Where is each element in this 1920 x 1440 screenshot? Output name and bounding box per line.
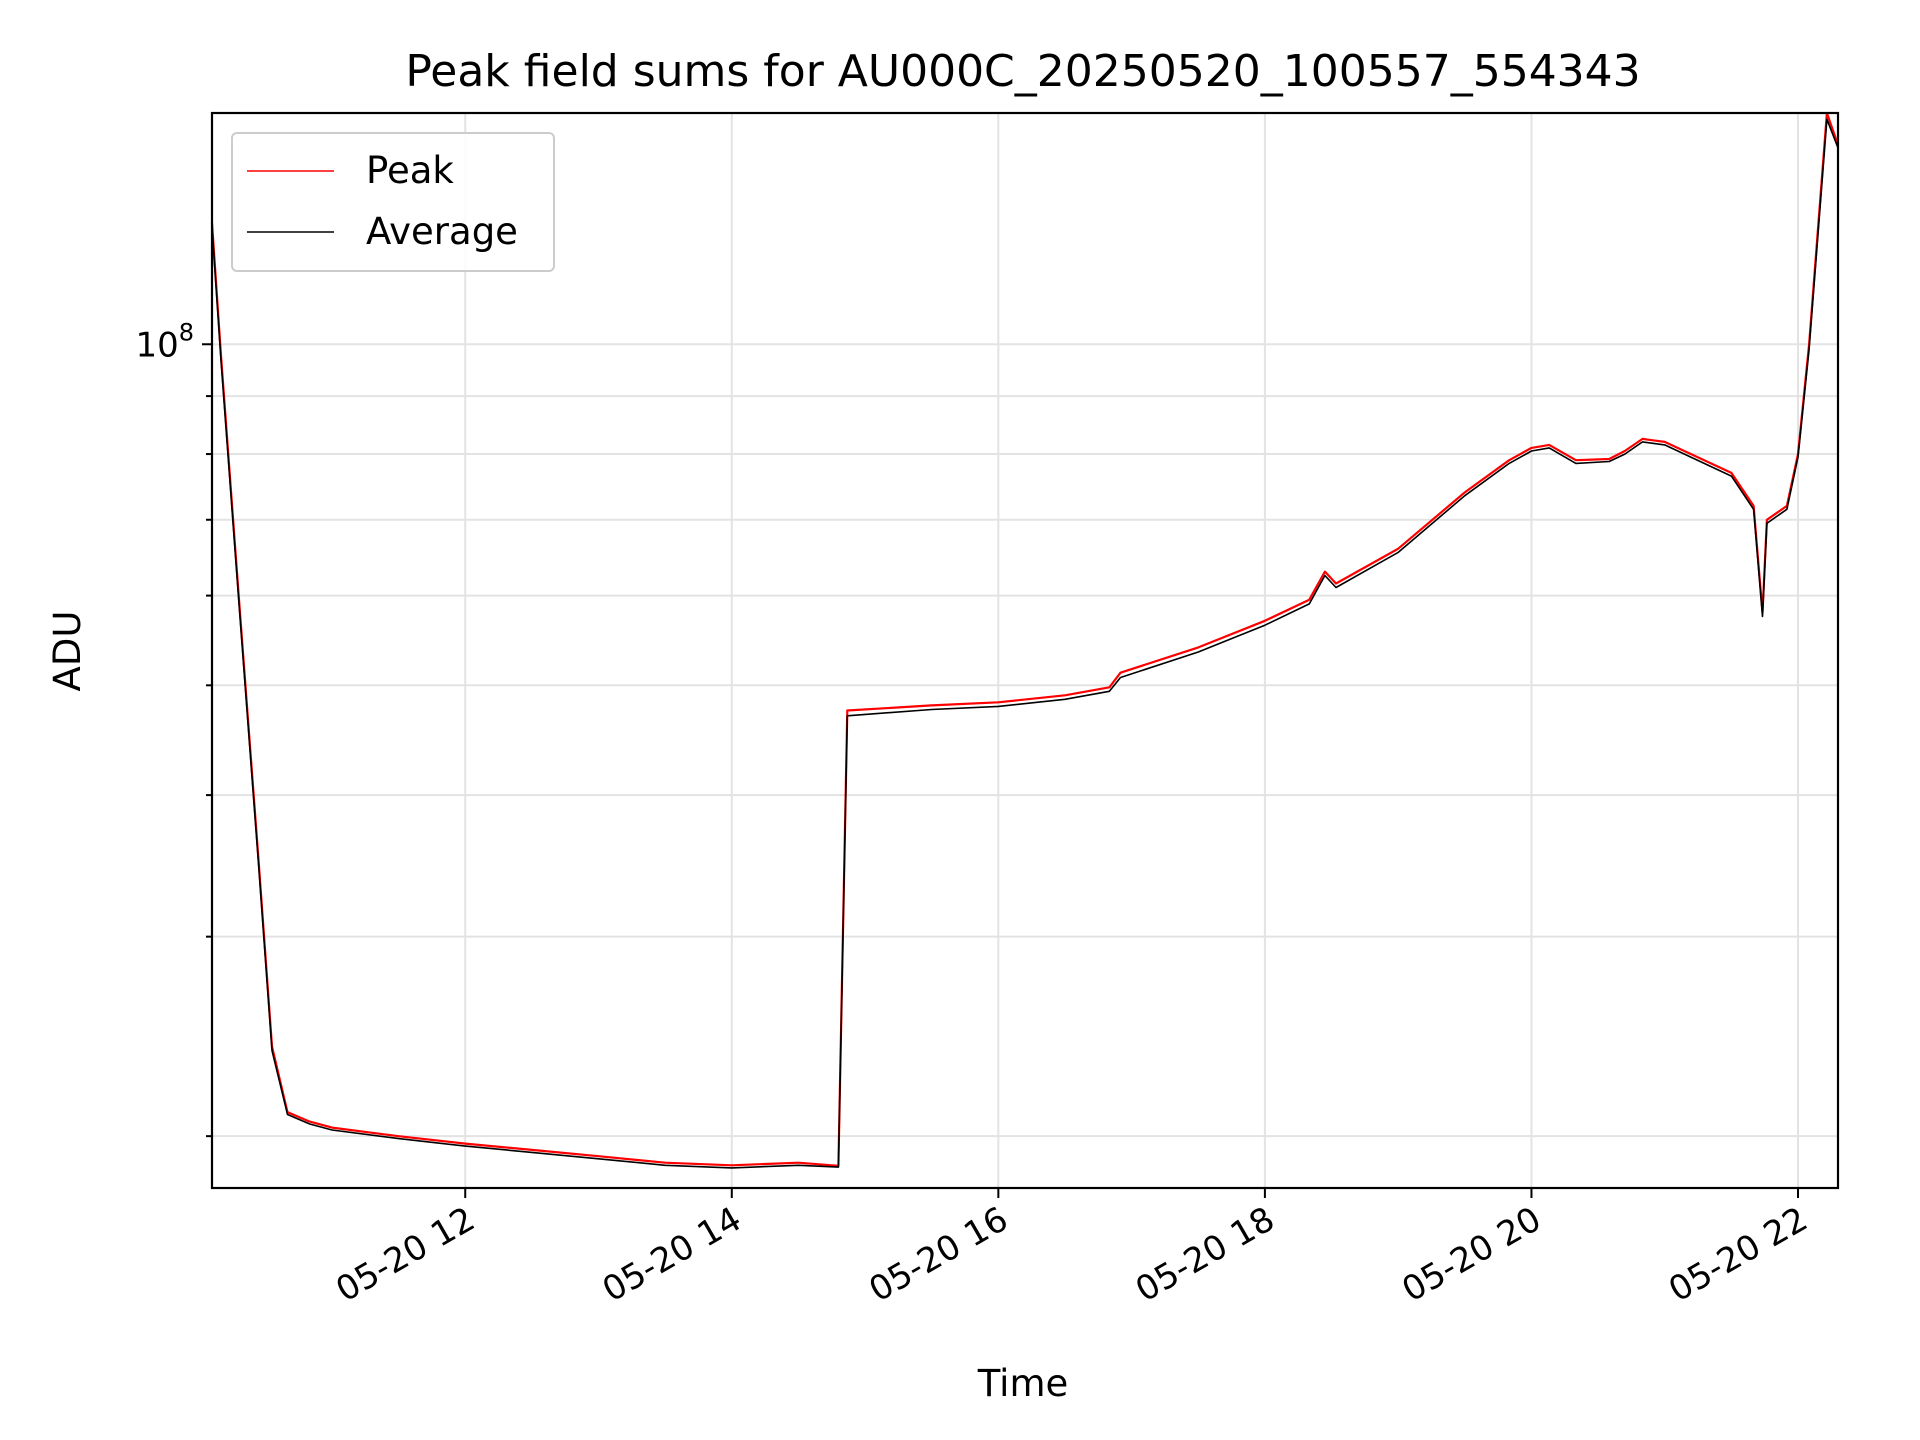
chart-title: Peak field sums for AU000C_20250520_1005…	[405, 46, 1640, 97]
series-layer	[210, 111, 1840, 1169]
legend: Peak Average	[231, 132, 555, 272]
legend-box	[231, 132, 555, 272]
y-axis: 108	[135, 318, 212, 1138]
grid-layer	[212, 113, 1838, 1188]
y-tick-label: 108	[135, 318, 194, 365]
plot-area-frame	[210, 111, 1840, 1190]
series-line-average	[211, 118, 1839, 1169]
legend-label-peak: Peak	[366, 149, 454, 192]
x-axis-label: Time	[977, 1362, 1069, 1405]
series-line-peak	[210, 111, 1840, 1167]
legend-label-average: Average	[366, 210, 518, 253]
y-axis-label: ADU	[46, 611, 89, 692]
